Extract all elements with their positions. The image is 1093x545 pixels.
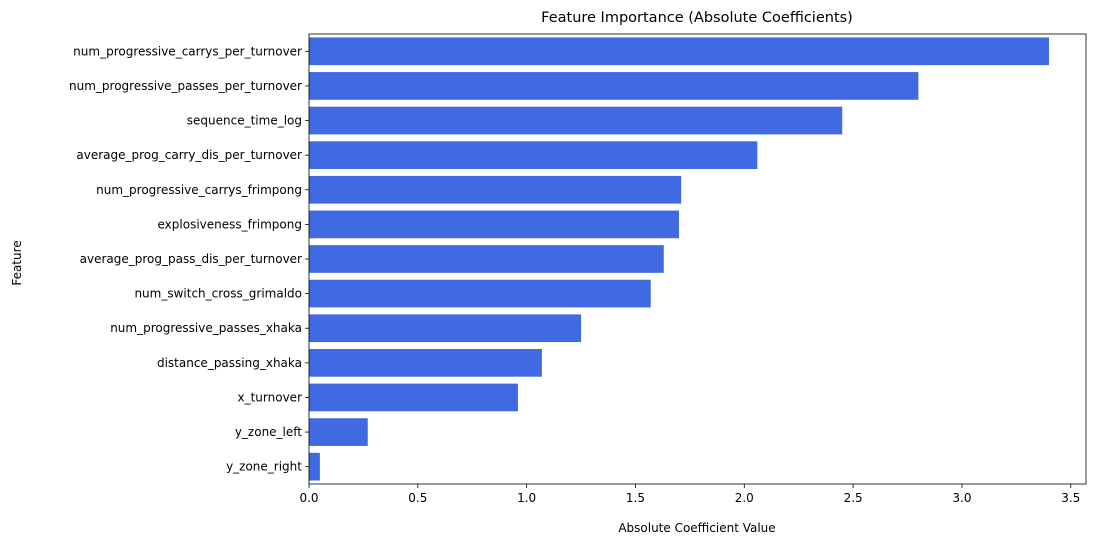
bar xyxy=(309,349,542,377)
bar xyxy=(309,72,919,100)
y-tick-label: num_progressive_carrys_frimpong xyxy=(96,183,302,197)
x-axis-title: Absolute Coefficient Value xyxy=(618,521,775,535)
y-tick-label: explosiveness_frimpong xyxy=(158,217,303,231)
bar xyxy=(309,418,368,446)
x-tick-label: 2.0 xyxy=(735,491,754,505)
plot-frame xyxy=(308,33,1087,485)
x-tick-label: 3.0 xyxy=(952,491,971,505)
y-tick-label: distance_passing_xhaka xyxy=(157,356,302,370)
y-tick-label: num_switch_cross_grimaldo xyxy=(134,287,302,301)
bar xyxy=(309,106,843,135)
x-tick-label: 2.5 xyxy=(844,491,863,505)
x-tick-label: 0.5 xyxy=(408,491,427,505)
bar xyxy=(309,452,320,481)
x-tick-label: 1.0 xyxy=(517,491,536,505)
x-tick-label: 1.5 xyxy=(626,491,645,505)
y-tick-label: x_turnover xyxy=(238,390,303,404)
y-axis-ticks: num_progressive_carrys_per_turnover num_p… xyxy=(69,44,309,474)
bar xyxy=(309,279,651,308)
bar xyxy=(309,175,682,204)
y-tick-label: num_progressive_passes_per_turnover xyxy=(69,79,302,93)
x-tick-label: 3.5 xyxy=(1061,491,1080,505)
bar xyxy=(309,141,758,169)
x-tick-label: 0.0 xyxy=(299,491,318,505)
y-tick-label: y_zone_right xyxy=(226,460,302,474)
bar xyxy=(309,37,1049,66)
y-tick-label: num_progressive_carrys_per_turnover xyxy=(73,44,302,58)
y-tick-label: average_prog_pass_dis_per_turnover xyxy=(80,252,302,266)
x-axis-ticks: 0.0 0.5 1.0 1.5 2.0 2.5 3.0 3.5 xyxy=(299,484,1080,505)
y-tick-label: average_prog_carry_dis_per_turnover xyxy=(76,148,302,162)
bar xyxy=(309,383,518,412)
bar xyxy=(309,210,679,239)
y-tick-label: sequence_time_log xyxy=(187,114,302,128)
bar xyxy=(309,245,664,273)
bars-layer xyxy=(309,37,1049,481)
y-tick-label: num_progressive_passes_xhaka xyxy=(110,321,302,335)
bar xyxy=(309,314,582,343)
chart-title: Feature Importance (Absolute Coefficient… xyxy=(541,10,853,26)
y-axis-title: Feature xyxy=(10,240,24,285)
y-tick-label: y_zone_left xyxy=(235,425,302,439)
